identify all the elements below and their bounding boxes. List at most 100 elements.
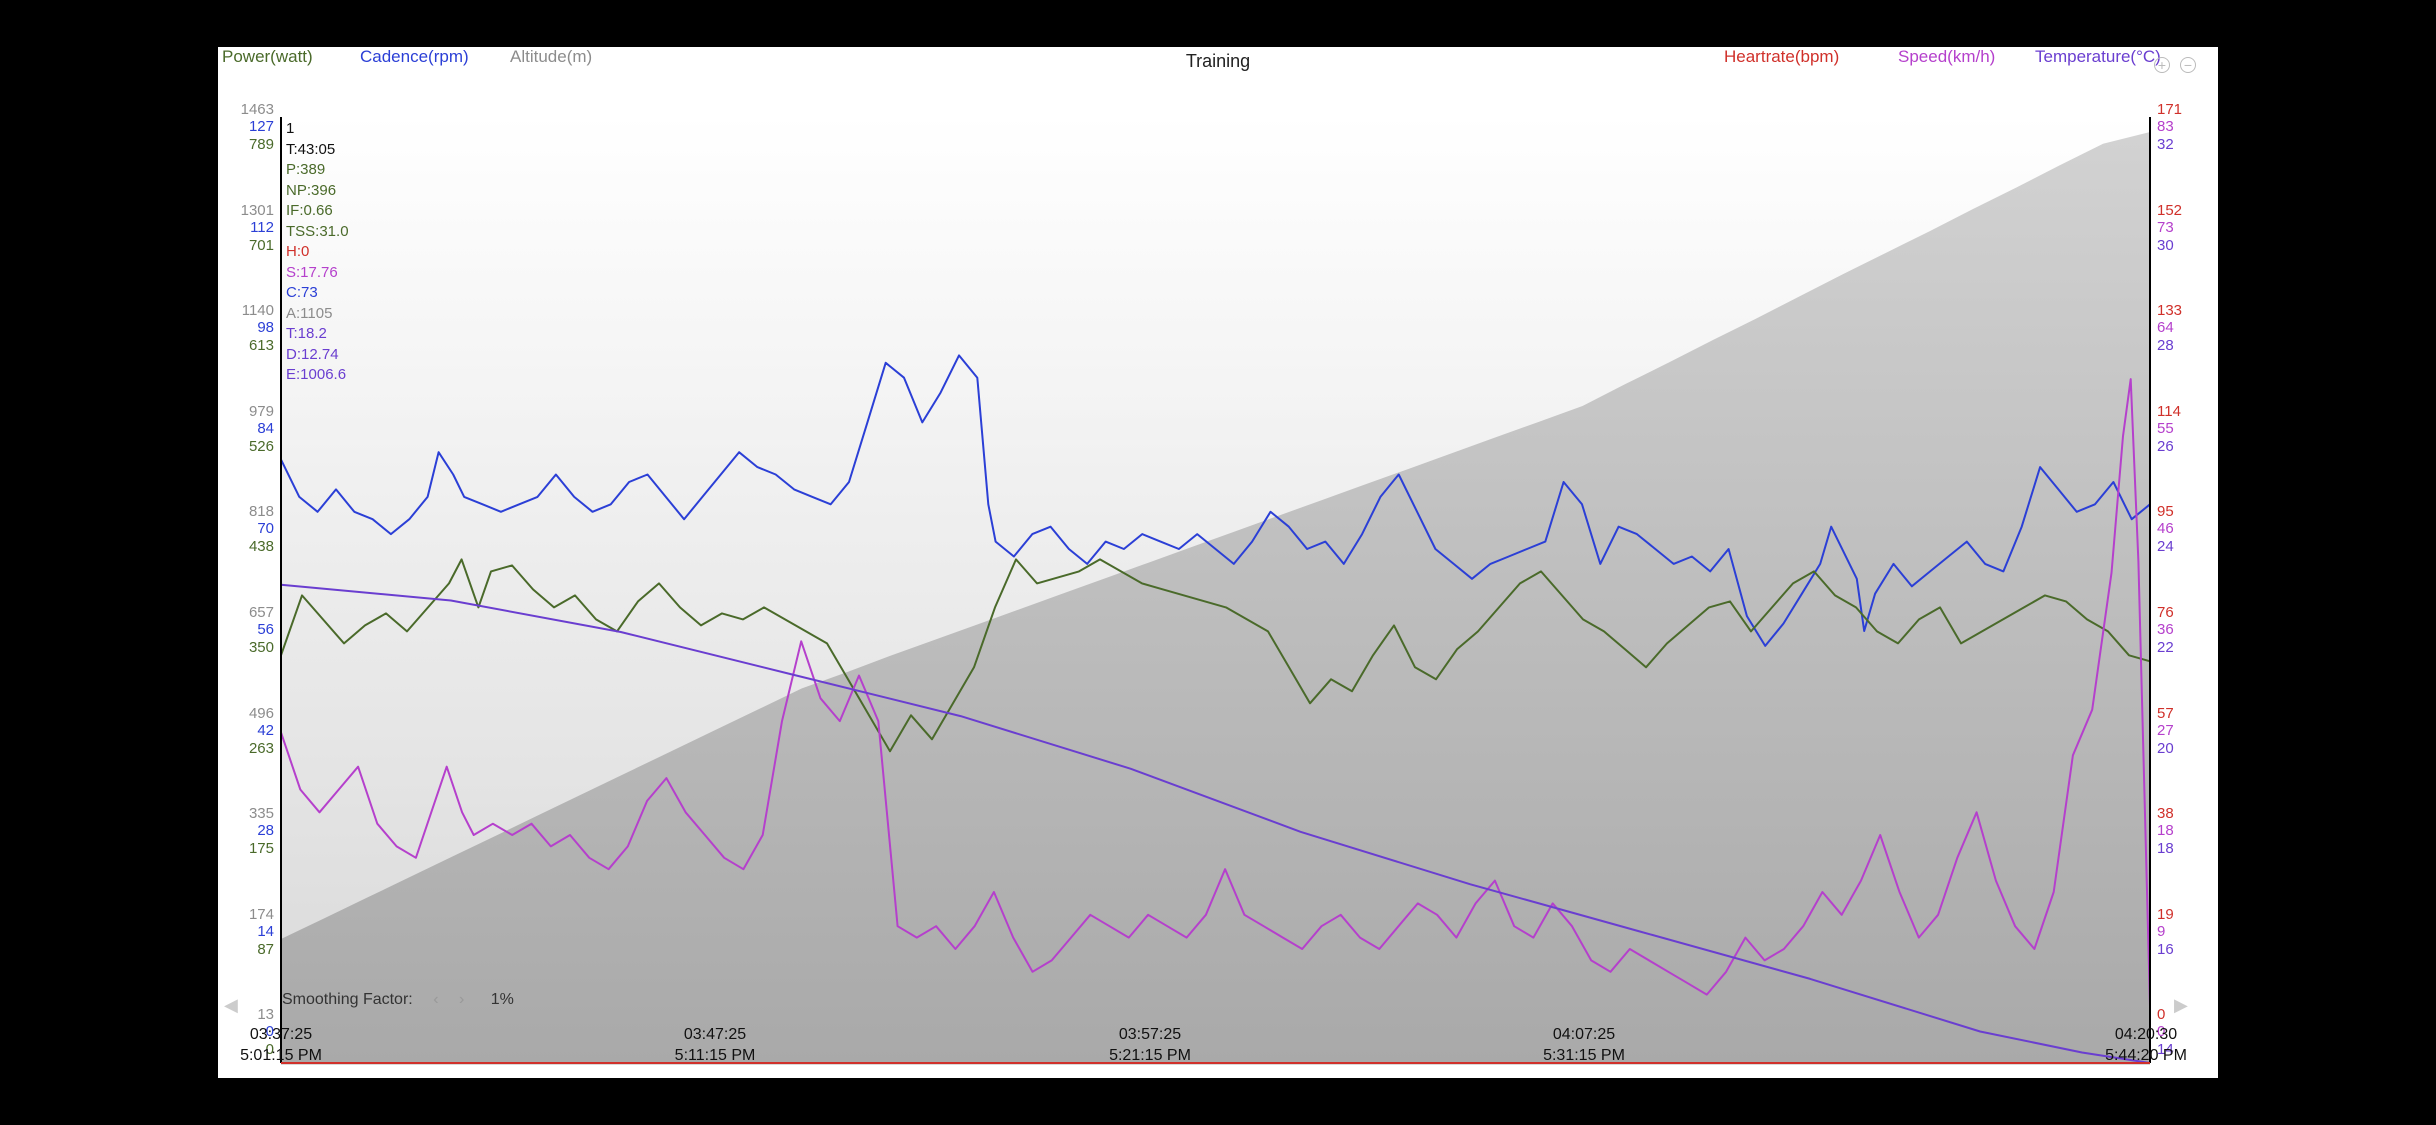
cadence-axis-tick: 84	[257, 419, 274, 437]
temperature-axis-tick: 30	[2157, 236, 2174, 254]
scroll-right-icon[interactable]: ▶	[2174, 995, 2188, 1015]
info-time: T:43:05	[286, 140, 336, 158]
legend-speed-label: Speed(km/h)	[1898, 47, 1996, 66]
info-heartrate: H:0	[286, 243, 310, 260]
speed-axis-tick: 0	[2157, 1023, 2166, 1041]
altitude-axis-tick: 335	[248, 805, 274, 823]
cadence-axis-tick: 28	[257, 822, 274, 840]
cadence-axis-tick: 42	[257, 721, 274, 739]
zoom-in-icon[interactable]: +	[2154, 57, 2170, 73]
info-box: 1 T:43:05 P:389 NP:396 IF:0.66 TSS:31.0 H:0 S:1…	[286, 119, 349, 386]
altitude-axis-tick: 13	[257, 1006, 274, 1024]
info-distance: D:12.74	[286, 345, 339, 363]
heartrate-axis-tick: 95	[2157, 503, 2174, 521]
speed-axis-tick: 27	[2157, 721, 2174, 739]
x-axis-tick: 03:37:25 5:01:15 PM	[240, 1026, 322, 1064]
speed-axis-tick: 83	[2157, 118, 2174, 135]
chart-window: Power(watt) Cadence(rpm) Altitude(m) Hea…	[218, 47, 2218, 1078]
power-axis-tick: 87	[257, 940, 274, 958]
legend-temperature-label: Temperature(°C)	[2035, 47, 2161, 66]
heartrate-axis-tick: 114	[2157, 402, 2181, 420]
heartrate-axis-tick: 171	[2157, 101, 2183, 118]
speed-axis-tick: 64	[2157, 319, 2174, 337]
cadence-axis-tick: 112	[250, 218, 274, 236]
heartrate-axis-tick: 19	[2157, 905, 2174, 923]
scroll-left-icon[interactable]: ◀	[224, 995, 238, 1015]
speed-line	[280, 378, 2151, 1007]
power-axis-tick: 175	[248, 840, 274, 858]
power-axis-tick: 613	[248, 337, 274, 355]
temperature-axis-tick: 32	[2157, 136, 2174, 153]
cadence-axis-tick: 0	[265, 1023, 274, 1041]
temperature-line	[280, 583, 2151, 1064]
power-axis-tick: 701	[248, 236, 274, 254]
power-axis-tick: 526	[248, 437, 274, 455]
temperature-axis-tick: 22	[2157, 639, 2174, 656]
power-axis-tick: 789	[248, 136, 274, 153]
smoothing-label: Smoothing Factor:	[282, 991, 413, 1008]
info-np: NP:396	[286, 181, 337, 199]
power-axis-tick: 350	[248, 639, 274, 656]
smoothing-decrease-button[interactable]: ‹	[433, 991, 439, 1008]
temperature-axis-tick: 18	[2157, 840, 2174, 858]
altitude-axis-tick: 1463	[240, 101, 274, 118]
zoom-out-icon[interactable]: −	[2180, 57, 2196, 73]
temperature-axis-tick: 24	[2157, 538, 2174, 556]
heartrate-axis-tick: 38	[2157, 805, 2174, 823]
legend-heartrate-label: Heartrate(bpm)	[1724, 47, 1840, 66]
altitude-axis-tick: 818	[248, 503, 274, 521]
cadence-axis-tick: 14	[257, 922, 274, 940]
x-axis-tick: 04:20:30 5:44:20 PM	[2105, 1026, 2187, 1064]
power-line	[280, 558, 2151, 753]
temperature-axis-tick: 14	[2157, 1041, 2174, 1059]
speed-axis-tick: 9	[2157, 922, 2166, 940]
legend-heartrate[interactable]: Heartrate(bpm)	[1724, 47, 1839, 67]
cadence-axis-tick: 98	[257, 319, 274, 337]
cadence-line	[280, 354, 2151, 647]
speed-axis-tick: 18	[2157, 822, 2174, 840]
altitude-axis-tick: 1301	[240, 201, 274, 219]
info-tss: TSS:31.0	[286, 222, 349, 240]
power-axis-tick: 263	[248, 739, 274, 757]
x-axis-tick: 04:07:25 5:31:15 PM	[1543, 1026, 1625, 1064]
altitude-axis-tick: 496	[248, 704, 274, 722]
info-altitude: A:1105	[286, 304, 333, 322]
info-temperature: T:18.2	[286, 325, 327, 342]
info-power: P:389	[286, 161, 326, 178]
legend-cadence-label: Cadence(rpm)	[360, 47, 469, 66]
cadence-axis-tick: 127	[248, 118, 274, 135]
temperature-axis-tick: 28	[2157, 337, 2174, 355]
altitude-axis-tick: 1140	[241, 302, 274, 320]
speed-axis-tick: 36	[2157, 621, 2174, 638]
legend-altitude[interactable]: Altitude(m)	[510, 47, 592, 67]
temperature-axis-tick: 26	[2157, 437, 2174, 455]
plot-area[interactable]	[218, 47, 2218, 1078]
altitude-axis-tick: 657	[248, 604, 274, 621]
heartrate-axis-tick: 0	[2157, 1006, 2166, 1024]
info-if: IF:0.66	[286, 202, 333, 219]
smoothing-value: 1%	[490, 991, 514, 1008]
speed-axis-tick: 55	[2157, 419, 2174, 437]
info-speed: S:17.76	[286, 263, 338, 281]
legend-speed[interactable]: Speed(km/h)	[1898, 47, 1995, 67]
altitude-area	[281, 132, 2150, 1063]
legend-altitude-label: Altitude(m)	[510, 47, 593, 66]
legend-power[interactable]: Power(watt)	[222, 47, 313, 67]
power-axis-tick: 438	[248, 538, 274, 556]
speed-axis-tick: 73	[2157, 218, 2174, 236]
legend-cadence[interactable]: Cadence(rpm)	[360, 47, 469, 67]
x-axis-tick: 03:57:25 5:21:15 PM	[1109, 1026, 1191, 1064]
info-cadence: C:73	[286, 284, 318, 301]
chart-title: Training	[1185, 51, 1251, 71]
temperature-axis-tick: 16	[2157, 940, 2174, 958]
cadence-axis-tick: 70	[257, 520, 274, 538]
smoothing-increase-button[interactable]: ›	[458, 991, 465, 1008]
speed-axis-tick: 46	[2157, 520, 2174, 538]
info-lap: 1	[286, 120, 295, 137]
x-axis-tick: 03:47:25 5:11:15 PM	[674, 1026, 756, 1064]
legend-temperature[interactable]: Temperature(°C)	[2035, 47, 2161, 67]
temperature-axis-tick: 20	[2157, 739, 2174, 757]
heartrate-axis-tick: 76	[2157, 604, 2174, 621]
power-axis-tick: 0	[265, 1041, 274, 1059]
heartrate-axis-tick: 152	[2157, 201, 2183, 219]
